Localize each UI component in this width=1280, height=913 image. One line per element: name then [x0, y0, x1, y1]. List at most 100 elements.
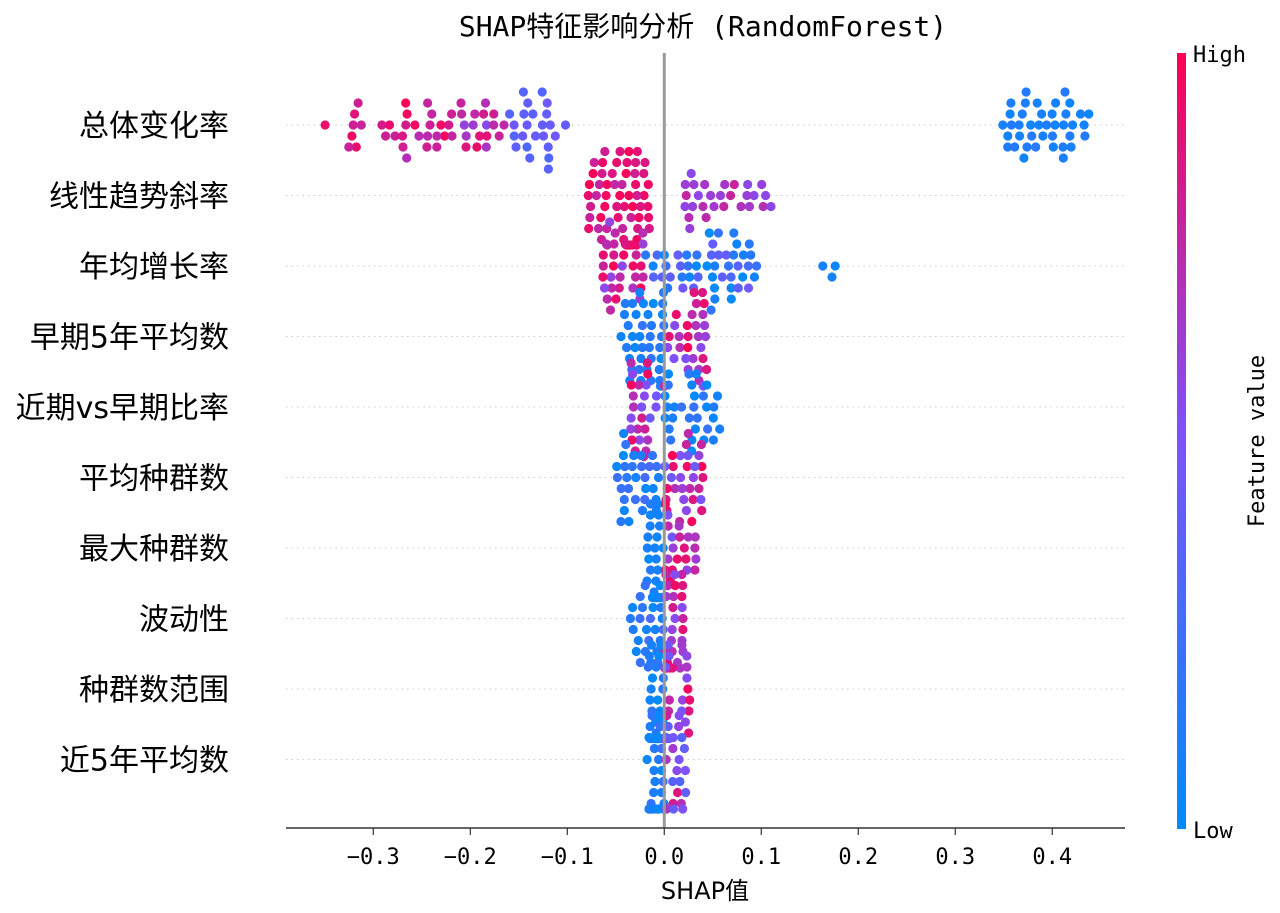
- shap-point: [685, 695, 695, 705]
- shap-point: [589, 157, 599, 168]
- shap-point: [681, 505, 692, 516]
- shap-point: [610, 228, 620, 238]
- shap-point: [620, 298, 630, 309]
- shap-point: [652, 250, 662, 260]
- shap-point: [637, 602, 648, 613]
- shap-point: [602, 294, 612, 304]
- shap-point: [637, 320, 648, 331]
- shap-point: [710, 294, 720, 304]
- shap-point: [683, 331, 693, 342]
- shap-point: [641, 483, 651, 494]
- shap-point: [679, 543, 689, 553]
- shap-point: [518, 131, 528, 141]
- shap-point: [681, 787, 691, 798]
- shap-point: [402, 109, 412, 119]
- shap-point: [619, 250, 629, 260]
- shap-point: [612, 201, 622, 212]
- shap-point: [601, 190, 611, 201]
- shap-point: [648, 483, 658, 494]
- shap-point: [447, 109, 457, 119]
- shap-point: [626, 212, 636, 223]
- shap-point: [629, 450, 639, 461]
- shap-point: [489, 109, 499, 119]
- shap-point: [654, 510, 664, 520]
- shap-point: [628, 261, 638, 271]
- shap-point: [642, 358, 652, 368]
- shap-point: [499, 120, 509, 130]
- colorbar: [1177, 53, 1186, 829]
- shap-point: [640, 157, 650, 168]
- shap-point: [601, 239, 612, 249]
- shap-point: [674, 754, 684, 765]
- shap-point: [685, 483, 695, 494]
- shap-point: [648, 298, 658, 309]
- shap-point: [690, 461, 700, 472]
- shap-point: [622, 157, 632, 168]
- shap-point: [613, 212, 623, 223]
- shap-point: [688, 472, 699, 483]
- x-tick-label: 0.3: [935, 845, 975, 870]
- shap-point: [669, 402, 679, 412]
- shap-point: [729, 228, 739, 238]
- shap-point: [621, 439, 631, 450]
- shap-point: [668, 543, 678, 553]
- shap-point: [1021, 87, 1031, 97]
- shap-point: [651, 402, 661, 412]
- shap-point: [691, 554, 701, 564]
- shap-point: [631, 250, 641, 260]
- shap-point: [697, 287, 708, 298]
- shap-point: [690, 543, 700, 553]
- shap-point: [635, 287, 645, 298]
- shap-point: [680, 765, 691, 776]
- shap-point: [614, 283, 624, 293]
- feature-label: 平均种群数: [79, 462, 229, 497]
- shap-point: [1006, 120, 1017, 130]
- shap-point: [669, 353, 679, 364]
- shap-point: [631, 646, 641, 657]
- shap-point: [1060, 87, 1070, 97]
- shap-point: [597, 168, 607, 179]
- shap-point: [644, 212, 654, 223]
- shap-point: [668, 461, 678, 472]
- shap-point: [350, 109, 360, 119]
- shap-point: [687, 380, 697, 390]
- shap-point: [1019, 153, 1029, 163]
- shap-point: [653, 804, 664, 814]
- shap-point: [519, 109, 529, 119]
- shap-point: [644, 223, 654, 234]
- chart-title: SHAP特征影响分析 (RandomForest): [459, 10, 947, 43]
- shap-point: [683, 684, 693, 694]
- shap-point: [384, 120, 395, 130]
- shap-point: [697, 461, 707, 472]
- shap-point: [545, 120, 555, 130]
- shap-point: [624, 516, 634, 527]
- shap-point: [653, 565, 663, 575]
- shap-point: [641, 250, 651, 260]
- shap-point: [703, 424, 713, 434]
- shap-point: [615, 272, 625, 282]
- shap-point: [616, 483, 626, 494]
- shap-point: [670, 613, 680, 624]
- shap-point: [721, 250, 731, 260]
- shap-point: [663, 380, 673, 390]
- shap-point: [715, 190, 726, 201]
- shap-point: [708, 239, 718, 249]
- shap-point: [757, 179, 767, 190]
- shap-point: [461, 131, 471, 141]
- shap-point: [644, 651, 654, 661]
- shap-point: [598, 157, 608, 168]
- shap-point: [636, 261, 646, 271]
- shap-point: [1059, 120, 1069, 130]
- shap-point: [530, 131, 541, 141]
- shap-point: [677, 695, 688, 705]
- shap-point: [628, 624, 638, 635]
- shap-point: [666, 472, 677, 483]
- shap-point: [637, 413, 647, 423]
- x-tick-label: 0.0: [644, 845, 684, 870]
- shap-point: [720, 179, 730, 190]
- shap-point: [707, 272, 718, 282]
- shap-point: [638, 298, 649, 309]
- shap-point: [670, 320, 680, 331]
- shap-point: [542, 98, 552, 108]
- shap-point: [1058, 142, 1068, 152]
